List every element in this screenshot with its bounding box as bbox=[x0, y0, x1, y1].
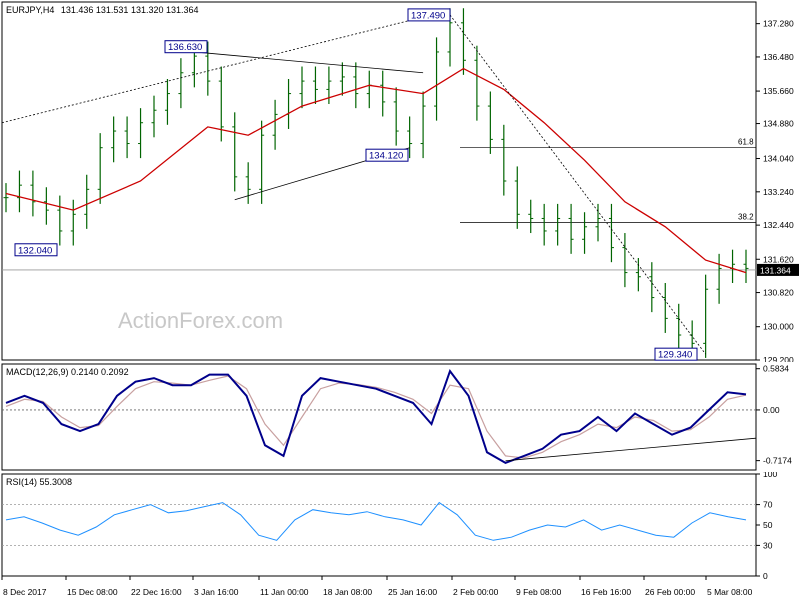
price-annotation-box bbox=[164, 40, 208, 54]
trend-line-resistance bbox=[180, 50, 424, 74]
price-ytick-label: 134.880 bbox=[763, 119, 794, 129]
rsi-ytick-label: 70 bbox=[763, 500, 773, 510]
rsi-ytick-label: 100 bbox=[763, 472, 777, 479]
fib-618-label: 61.8 bbox=[738, 138, 754, 147]
rsi-ytick-label: 50 bbox=[763, 520, 773, 530]
price-ytick-label: 130.000 bbox=[763, 322, 794, 332]
price-ytick-label: 133.240 bbox=[763, 187, 794, 197]
macd-line bbox=[5, 368, 747, 465]
price-ytick-label: 130.820 bbox=[763, 288, 794, 298]
x-tick-label: 16 Feb 16:00 bbox=[581, 587, 631, 597]
price-annotation-box bbox=[654, 347, 698, 361]
price-ytick-label: 131.620 bbox=[763, 254, 794, 264]
price-annotation-box bbox=[14, 243, 58, 257]
trend-line-dotted-down bbox=[449, 14, 706, 355]
price-ytick-label: 135.660 bbox=[763, 86, 794, 96]
macd-ytick-label: -0.7174 bbox=[763, 456, 792, 466]
macd-trend-line bbox=[505, 437, 757, 462]
price-annotation-box bbox=[365, 148, 409, 162]
price-ytick-label: 136.480 bbox=[763, 52, 794, 62]
rsi-line bbox=[5, 501, 747, 541]
ohlc-label: 131.436 131.531 131.320 131.364 bbox=[60, 5, 199, 15]
x-tick-label: 9 Feb 08:00 bbox=[516, 587, 562, 597]
x-tick-label: 5 Mar 08:00 bbox=[707, 587, 753, 597]
price-ytick-label: 132.440 bbox=[763, 220, 794, 230]
macd-frame bbox=[1, 363, 757, 471]
fib-382-label: 38.2 bbox=[738, 213, 754, 222]
price-annotation-label: 137.490 bbox=[411, 10, 445, 21]
price-annotation-label: 134.120 bbox=[369, 151, 403, 162]
macd-chart: 0.5834 0.00 -0.7174 bbox=[1, 363, 792, 471]
macd-ytick-label: 0.5834 bbox=[763, 364, 789, 374]
rsi-ytick-label: 30 bbox=[763, 540, 773, 550]
current-price-tag bbox=[757, 263, 799, 276]
x-tick-label: 8 Dec 2017 bbox=[3, 587, 47, 597]
x-tick-label: 3 Jan 16:00 bbox=[194, 587, 239, 597]
watermark: ActionForex.com bbox=[118, 308, 284, 333]
x-tick-label: 25 Jan 16:00 bbox=[388, 587, 437, 597]
rsi-chart: 100 70 50 30 0 8 Dec 2017 15 Dec 08:00 22 Dec 1… bbox=[1, 472, 777, 597]
price-annotation-box bbox=[407, 8, 451, 22]
x-tick-label: 15 Dec 08:00 bbox=[67, 587, 118, 597]
price-ytick-label: 137.280 bbox=[763, 19, 794, 29]
price-ytick-label: 129.200 bbox=[763, 355, 794, 362]
x-tick-label: 26 Feb 00:00 bbox=[645, 587, 695, 597]
symbol-label: EURJPY,H4 bbox=[6, 5, 55, 15]
moving-average-line bbox=[5, 67, 747, 274]
macd-ytick-label: 0.00 bbox=[763, 405, 780, 415]
x-tick-label: 22 Dec 16:00 bbox=[131, 587, 182, 597]
price-ytick-label: 134.040 bbox=[763, 154, 794, 164]
current-price-label: 131.364 bbox=[760, 265, 791, 275]
price-frame bbox=[1, 1, 757, 361]
x-tick-label: 18 Jan 08:00 bbox=[323, 587, 372, 597]
x-tick-label: 2 Feb 00:00 bbox=[453, 587, 499, 597]
rsi-pane-title: RSI(14) 55.3008 bbox=[6, 477, 73, 487]
price-annotation-label: 136.630 bbox=[168, 42, 202, 53]
price-chart: 137.280 136.480 135.660 134.880 134.040 133.2… bbox=[1, 1, 799, 362]
price-annotation-label: 129.340 bbox=[658, 350, 692, 361]
rsi-ytick-label: 0 bbox=[763, 571, 768, 581]
price-annotation-label: 132.040 bbox=[18, 245, 52, 256]
x-tick-label: 11 Jan 00:00 bbox=[260, 587, 309, 597]
rsi-frame bbox=[1, 473, 757, 577]
trend-line-dotted-upper bbox=[1, 9, 451, 124]
price-pane-title: EURJPY,H4 131.436 131.531 131.320 131.36… bbox=[6, 5, 199, 15]
macd-pane-title: MACD(12,26,9) 0.2140 0.2092 bbox=[6, 367, 129, 377]
